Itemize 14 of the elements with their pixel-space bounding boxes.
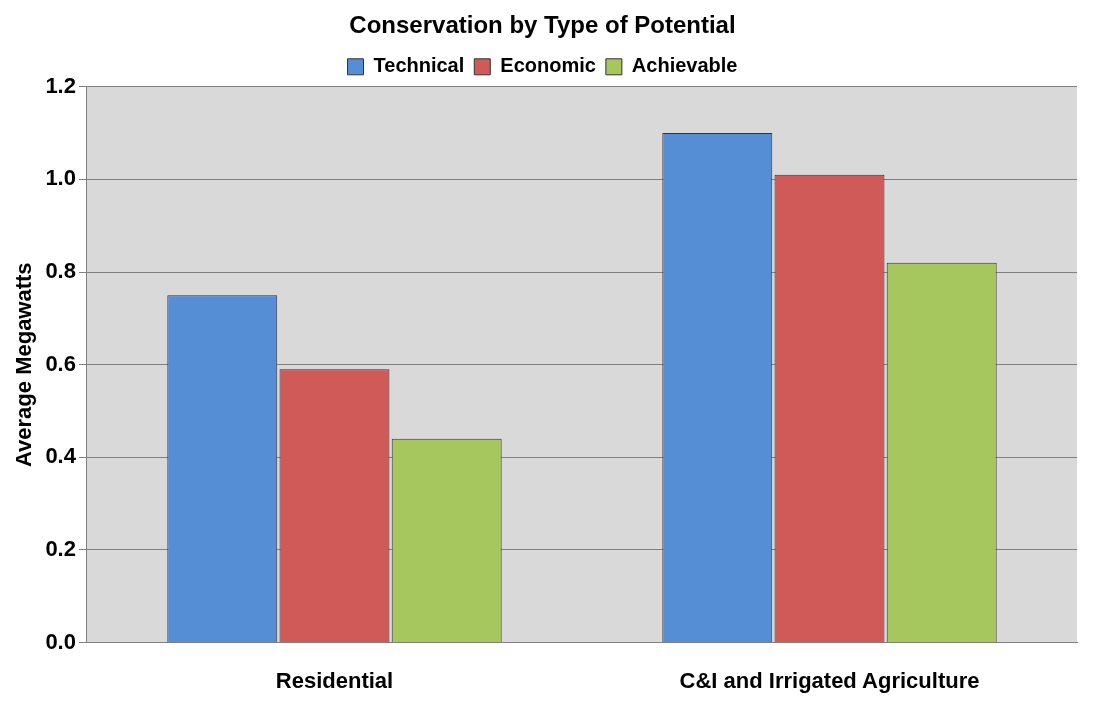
x-tick-label: C&I and Irrigated Agriculture [679, 667, 980, 693]
chart-title: Conservation by Type of Potential [349, 11, 736, 39]
y-tick-label: 0.8 [45, 258, 76, 284]
legend-label: Technical [373, 54, 465, 77]
y-tick-label: 0.4 [45, 443, 77, 469]
y-tick-label: 1.2 [45, 72, 76, 98]
y-axis-title: Average Megawatts [11, 262, 37, 467]
legend-label: Achievable [631, 54, 738, 77]
y-tick-label: 1.0 [45, 165, 76, 191]
y-tick-label: 0.6 [45, 350, 76, 376]
y-tick-label: 0.0 [45, 628, 76, 654]
x-tick-label: Residential [275, 667, 394, 693]
y-tick-label: 0.2 [45, 536, 76, 562]
legend-label: Economic [500, 54, 596, 77]
